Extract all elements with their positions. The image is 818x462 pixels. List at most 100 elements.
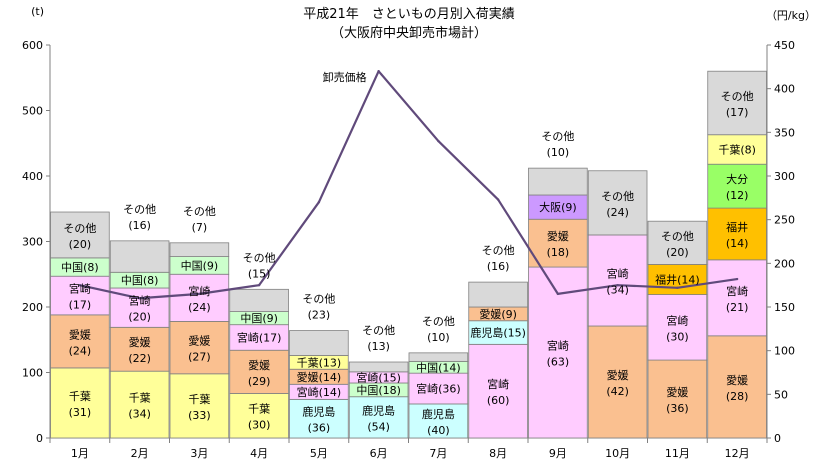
bar-segment <box>647 220 708 265</box>
y-left-tick-label: 300 <box>22 236 43 249</box>
axes: 0 100 200 300 400 500 600 0 50 100 150 200 250 300 350… <box>22 39 795 460</box>
bar-segment <box>468 343 528 439</box>
x-tick-label: 12月 <box>725 447 750 460</box>
segment-label: その他 <box>123 203 156 216</box>
x-tick-label: 2月 <box>131 447 149 460</box>
segment-share: (14) <box>726 237 749 250</box>
bar-segment <box>707 163 767 209</box>
segment-share: (31) <box>69 406 92 419</box>
segment-share: (16) <box>487 260 510 273</box>
segment-label: 千葉(8) <box>718 142 756 156</box>
segment-label: その他 <box>721 90 754 103</box>
y-right-tick-label: 150 <box>774 301 795 314</box>
segment-label: 中国(18) <box>356 384 401 397</box>
segment-label: 愛媛 <box>188 334 210 348</box>
segment-share: (13) <box>367 340 390 353</box>
segment-label: 福井(14) <box>655 272 700 286</box>
bar-stacks <box>50 70 767 439</box>
segment-share: (15) <box>248 267 271 280</box>
segment-share: (22) <box>128 352 151 365</box>
segment-label: その他 <box>482 244 515 257</box>
segment-label: 愛媛 <box>69 327 91 341</box>
line-series-label: 卸売価格 <box>323 70 367 84</box>
bar-segment <box>50 275 110 316</box>
segment-share: (63) <box>547 356 570 369</box>
segment-label: 鹿児島 <box>362 403 395 417</box>
segment-label: 中国(8) <box>121 274 159 287</box>
data-labels: 千葉(31)愛媛(24)宮崎(17)中国(8)その他(20)千葉(34)愛媛(2… <box>61 90 756 437</box>
segment-label: 愛媛 <box>726 373 748 387</box>
bar-segment <box>50 367 110 439</box>
price-point <box>556 292 560 296</box>
segment-label: 福井 <box>726 220 748 234</box>
segment-label: 鹿児島 <box>422 407 455 421</box>
segment-label: 宮崎 <box>188 284 210 298</box>
bar-segment <box>408 352 469 362</box>
segment-label: 中国(9) <box>181 259 219 272</box>
y-right-tick-label: 250 <box>774 214 795 227</box>
y-right-tick-label: 100 <box>774 345 795 358</box>
price-point <box>735 277 739 281</box>
segment-share: (29) <box>248 375 271 388</box>
bar-segment <box>707 259 767 337</box>
y-left-unit: (t) <box>31 5 44 18</box>
bar-segment <box>408 403 469 439</box>
x-tick-label: 3月 <box>190 447 208 460</box>
x-tick-label: 9月 <box>549 447 567 460</box>
segment-label: その他 <box>541 130 574 143</box>
y-left-tick-label: 200 <box>22 301 43 314</box>
segment-label: その他 <box>422 315 455 328</box>
price-line-group: 卸売価格 <box>78 70 739 300</box>
segment-label: 中国(14) <box>416 361 461 374</box>
segment-label: 宮崎 <box>547 339 569 353</box>
bar-segment <box>169 273 230 322</box>
segment-label: 愛媛 <box>248 358 270 372</box>
segment-share: (12) <box>726 189 749 202</box>
bar-segment <box>50 314 110 369</box>
segment-label: 大分 <box>726 172 748 186</box>
price-point <box>616 283 619 287</box>
segment-label: 愛媛 <box>607 368 629 382</box>
segment-label: その他 <box>63 222 96 235</box>
chart-title: 平成21年 さといもの月別入荷実績 <box>303 6 515 22</box>
bar-segment <box>528 218 588 268</box>
segment-share: (30) <box>666 330 689 343</box>
segment-label: 宮崎 <box>69 282 91 296</box>
bar-segment <box>109 287 170 328</box>
price-point <box>78 283 82 287</box>
bar-segment <box>229 393 289 439</box>
segment-share: (24) <box>69 344 92 357</box>
segment-share: (34) <box>128 408 151 421</box>
y-left-tick-label: 400 <box>22 170 43 183</box>
segment-share: (24) <box>606 206 629 219</box>
bar-segment <box>468 281 528 308</box>
segment-share: (7) <box>192 221 208 234</box>
segment-share: (17) <box>69 299 92 312</box>
bar-segment <box>109 240 170 273</box>
segment-share: (36) <box>666 402 689 415</box>
x-tick-label: 1月 <box>71 447 89 460</box>
bar-segment <box>229 288 289 312</box>
segment-share: (10) <box>547 146 570 159</box>
segment-share: (10) <box>427 331 450 344</box>
segment-share: (54) <box>367 420 390 433</box>
segment-label: 千葉(13) <box>297 355 342 369</box>
bar-segment <box>647 294 708 361</box>
segment-label: 鹿児島(15) <box>470 326 526 340</box>
segment-label: 大阪(9) <box>539 200 577 214</box>
segment-label: 愛媛 <box>129 335 151 349</box>
segment-label: 宮崎 <box>129 294 151 308</box>
segment-label: 千葉 <box>129 391 151 405</box>
bar-segment <box>169 242 230 257</box>
segment-label: 愛媛(9) <box>479 307 517 321</box>
segment-share: (42) <box>606 385 629 398</box>
segment-share: (27) <box>188 351 211 364</box>
segment-share: (17) <box>726 106 749 119</box>
y-right-tick-label: 400 <box>774 83 795 96</box>
segment-share: (60) <box>487 394 510 407</box>
y-left-tick-label: 600 <box>22 39 43 52</box>
x-tick-label: 11月 <box>665 447 690 460</box>
segment-label: その他 <box>243 251 276 264</box>
segment-label: 千葉 <box>188 392 210 406</box>
bar-segment <box>109 326 170 372</box>
